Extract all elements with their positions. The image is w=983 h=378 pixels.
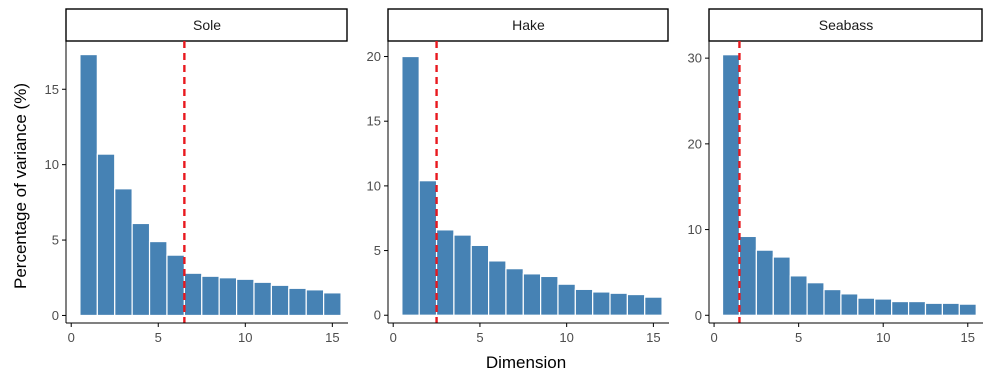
hake-y-tick-label-15: 15 — [367, 114, 381, 129]
sole-bar-11 — [253, 281, 273, 317]
sole-x-tick-label-0: 0 — [68, 330, 75, 345]
sole-x-tick-label-15: 15 — [325, 330, 339, 345]
seabass-bar-3 — [755, 249, 774, 316]
panel-hake: Hake 0 5 10 15 20 0 5 10 15 — [367, 8, 669, 345]
seabass-y-tick-label-30: 30 — [688, 51, 702, 66]
sole-bar-6 — [166, 254, 185, 317]
sole-x-tick-label-10: 10 — [238, 330, 252, 345]
seabass-y-tick-label-10: 10 — [688, 222, 702, 237]
hake-bar-12 — [592, 291, 611, 316]
hake-x-tick-label-5: 5 — [476, 330, 483, 345]
seabass-bar-8 — [840, 293, 859, 316]
hake-bar-3 — [435, 229, 455, 316]
seabass-bar-12 — [907, 300, 927, 316]
sole-bar-2 — [96, 153, 116, 317]
hake-y-tick-label-20: 20 — [367, 49, 381, 64]
sole-bar-9 — [218, 277, 238, 317]
strip-box-seabass — [708, 8, 983, 42]
seabass-bar-10 — [874, 298, 893, 316]
sole-x-tick-label-5: 5 — [155, 330, 162, 345]
hake-y-tick-label-5: 5 — [374, 243, 381, 258]
seabass-bar-9 — [857, 297, 876, 316]
y-axis-title: Percentage of variance (%) — [11, 83, 30, 289]
seabass-bar-4 — [772, 256, 791, 316]
strip-box-hake — [387, 8, 669, 42]
hake-bar-13 — [609, 292, 628, 316]
hake-bar-2 — [418, 180, 438, 316]
sole-bar-13 — [288, 287, 307, 317]
hake-y-tick-label-0: 0 — [374, 308, 381, 323]
seabass-x-tick-label-0: 0 — [710, 330, 717, 345]
hake-bar-1 — [401, 55, 420, 316]
sole-bar-14 — [305, 289, 325, 317]
sole-bar-4 — [131, 222, 151, 317]
x-axis-title: Dimension — [486, 353, 566, 372]
hake-bar-4 — [453, 234, 472, 316]
seabass-y-tick-label-0: 0 — [695, 308, 702, 323]
hake-y-tick-label-10: 10 — [367, 178, 381, 193]
seabass-y-tick-label-20: 20 — [688, 136, 702, 151]
sole-bar-7 — [183, 272, 203, 317]
hake-bar-8 — [522, 273, 542, 316]
seabass-x-tick-label-10: 10 — [876, 330, 890, 345]
seabass-bar-11 — [891, 300, 910, 316]
sole-bar-1 — [79, 53, 98, 317]
sole-y-tick-label-10: 10 — [45, 157, 59, 172]
hake-bar-7 — [505, 268, 524, 316]
hake-x-tick-label-10: 10 — [559, 330, 573, 345]
hake-x-tick-label-15: 15 — [646, 330, 660, 345]
sole-y-tick-label-15: 15 — [45, 82, 59, 97]
hake-bar-14 — [626, 293, 646, 316]
sole-y-tick-label-5: 5 — [52, 233, 59, 248]
seabass-x-tick-label-15: 15 — [961, 330, 975, 345]
strip-label-sole: Sole — [193, 17, 221, 33]
seabass-bar-7 — [823, 288, 842, 316]
seabass-bar-13 — [924, 302, 944, 316]
hake-bar-9 — [540, 275, 559, 316]
strip-label-hake: Hake — [512, 17, 545, 33]
sole-bar-10 — [235, 278, 255, 317]
hake-x-tick-label-0: 0 — [390, 330, 397, 345]
sole-bar-3 — [114, 188, 133, 317]
sole-bar-12 — [270, 284, 290, 317]
seabass-bar-14 — [941, 302, 960, 316]
strip-box-sole — [65, 8, 348, 42]
strip-label-seabass: Seabass — [819, 17, 873, 33]
sole-bar-5 — [148, 240, 168, 317]
seabass-bar-1 — [721, 54, 741, 316]
panel-sole: Sole 0 5 10 15 0 5 10 15 — [45, 8, 348, 345]
seabass-bar-2 — [738, 235, 757, 316]
hake-bar-5 — [470, 244, 490, 316]
sole-bar-15 — [323, 292, 342, 317]
hake-bar-6 — [488, 260, 507, 316]
sole-y-tick-label-0: 0 — [52, 308, 59, 323]
seabass-x-tick-label-5: 5 — [795, 330, 802, 345]
seabass-bar-5 — [789, 275, 808, 316]
seabass-bar-15 — [958, 303, 977, 316]
panel-seabass: Seabass 0 10 20 30 0 5 10 15 — [688, 8, 983, 345]
seabass-bar-6 — [806, 282, 825, 316]
hake-bar-11 — [574, 288, 594, 316]
hake-bar-15 — [644, 296, 663, 316]
sole-bar-8 — [201, 275, 220, 317]
hake-bar-10 — [557, 283, 576, 316]
